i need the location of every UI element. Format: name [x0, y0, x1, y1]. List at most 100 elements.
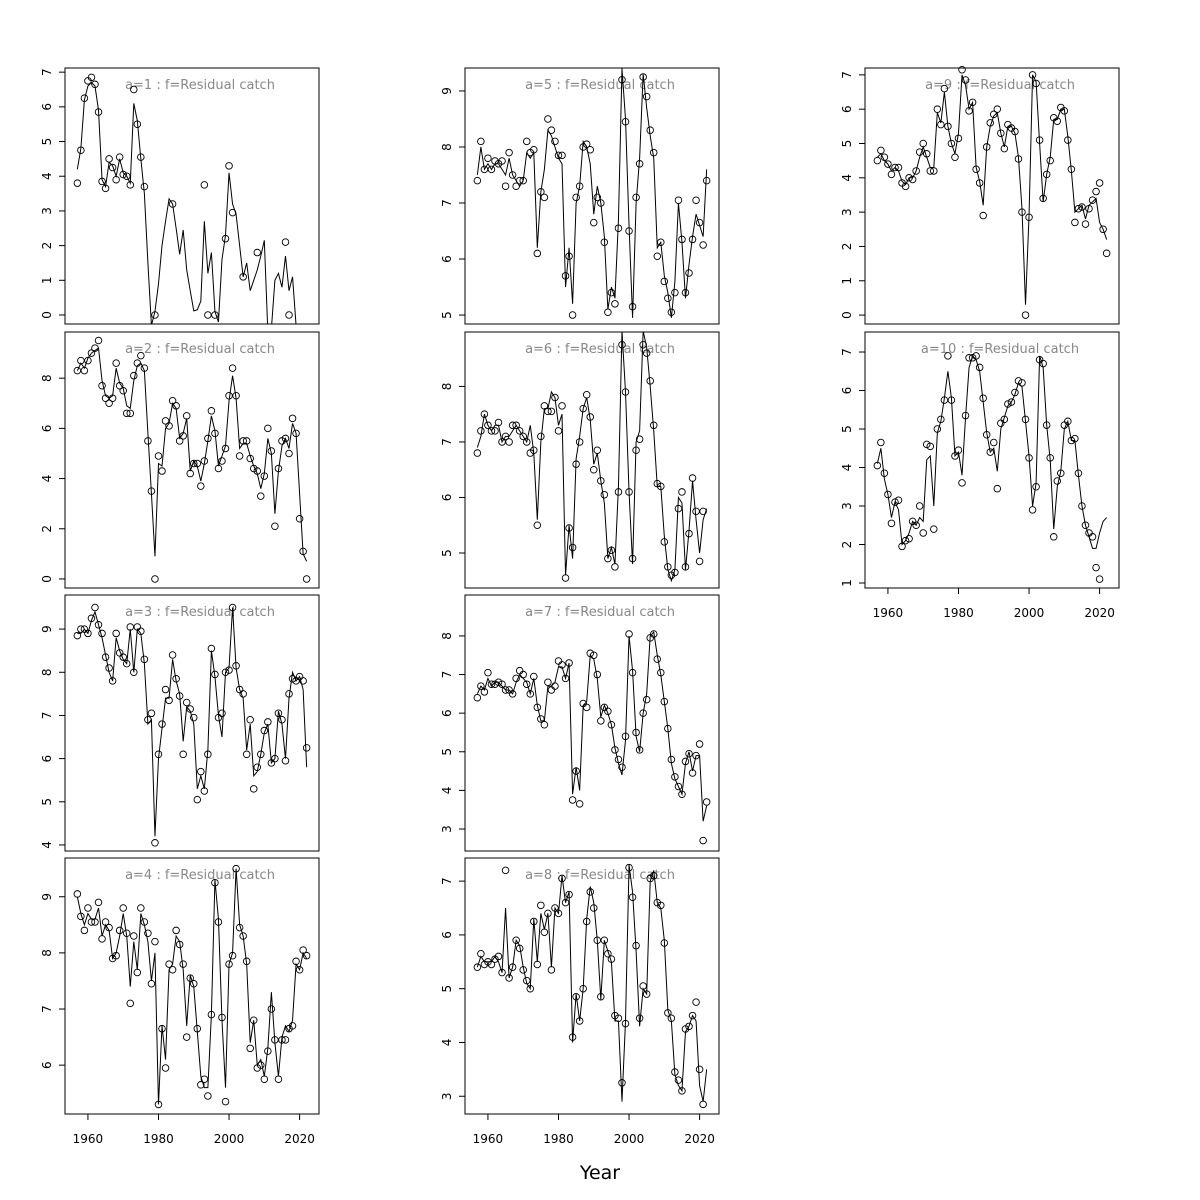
observed-point	[639, 982, 647, 990]
observed-point	[597, 717, 605, 725]
observed-point	[597, 199, 605, 207]
observed-point	[607, 720, 616, 729]
observed-point	[618, 76, 626, 84]
observed-point	[515, 427, 524, 435]
observed-point	[551, 137, 559, 146]
observed-point	[501, 866, 510, 875]
observed-point	[607, 955, 616, 963]
observed-point	[190, 459, 198, 468]
observed-point	[628, 893, 637, 902]
observed-point	[137, 351, 145, 360]
observed-point	[108, 163, 117, 172]
observed-point	[653, 252, 662, 260]
observed-point	[667, 1014, 676, 1023]
observed-point	[586, 413, 594, 421]
observed-point	[1081, 220, 1090, 228]
observed-point	[674, 782, 683, 791]
observed-point	[501, 432, 510, 441]
observed-point	[674, 1076, 683, 1084]
observed-point	[530, 146, 538, 154]
observed-point	[239, 437, 247, 445]
observed-point	[235, 452, 244, 460]
observed-point	[168, 651, 177, 659]
observed-point	[873, 461, 882, 470]
observed-point	[657, 668, 665, 677]
observed-point	[1081, 521, 1090, 530]
observed-point	[204, 1092, 212, 1100]
observed-point	[968, 354, 977, 362]
observed-point	[646, 377, 654, 385]
observed-point	[77, 625, 85, 633]
observed-point	[151, 311, 159, 319]
observed-point	[522, 438, 531, 446]
observed-point	[119, 170, 127, 179]
observed-point	[526, 984, 535, 993]
observed-point	[568, 796, 577, 804]
observed-point	[126, 181, 135, 189]
observed-point	[901, 536, 910, 545]
observed-point	[551, 904, 559, 912]
observed-point	[533, 521, 542, 529]
observed-point	[604, 949, 612, 958]
panel-title: a=7 : f=Residual catch	[525, 605, 675, 620]
observed-point	[505, 974, 513, 982]
observed-point	[922, 440, 931, 449]
observed-point	[544, 909, 552, 918]
observed-point	[1064, 136, 1072, 144]
observed-point	[512, 936, 520, 945]
observed-point	[1014, 155, 1023, 163]
observed-point	[285, 449, 293, 458]
observed-point	[197, 767, 205, 776]
observed-point	[207, 407, 216, 415]
panel-frame	[464, 594, 720, 852]
observed-point	[204, 311, 212, 319]
observed-point	[642, 349, 651, 357]
observed-point	[979, 211, 987, 220]
x-tick-label: 2000	[214, 1132, 245, 1146]
observed-point	[73, 366, 82, 375]
observed-point	[1032, 483, 1040, 491]
observed-point	[1035, 136, 1044, 144]
observed-point	[112, 359, 120, 367]
observed-point	[568, 311, 577, 319]
observed-point	[267, 1005, 276, 1013]
observed-point	[508, 171, 517, 179]
observed-point	[147, 709, 156, 718]
observed-point	[692, 507, 700, 516]
observed-point	[561, 272, 570, 280]
observed-point	[522, 680, 531, 688]
y-tick-label: 3	[40, 207, 54, 215]
observed-point	[944, 352, 952, 360]
observed-point	[919, 139, 927, 148]
observed-point	[98, 935, 106, 943]
observed-point	[590, 651, 598, 659]
observed-point	[285, 690, 293, 698]
observed-point	[597, 993, 605, 1001]
observed-point	[288, 1022, 297, 1030]
observed-point	[621, 732, 630, 741]
observed-point	[533, 249, 542, 258]
observed-point	[133, 120, 142, 128]
observed-point	[568, 1033, 577, 1041]
y-tick-label: 8	[440, 632, 454, 640]
observed-point	[947, 139, 956, 148]
observed-point	[1092, 187, 1100, 196]
observed-point	[547, 407, 556, 416]
observed-point	[649, 148, 658, 157]
observed-point	[954, 446, 963, 454]
observed-point	[625, 488, 633, 496]
observed-point	[302, 951, 311, 960]
observed-point	[688, 235, 697, 244]
observed-point	[664, 563, 672, 571]
observed-point	[926, 442, 935, 451]
observed-point	[884, 490, 892, 499]
observed-point	[491, 427, 499, 435]
observed-point	[232, 864, 240, 873]
observed-point	[1000, 415, 1009, 424]
observed-point	[628, 668, 637, 677]
observed-point	[884, 160, 892, 168]
observed-point	[530, 672, 538, 681]
observed-point	[232, 391, 240, 400]
observed-point	[657, 238, 665, 246]
observed-point	[494, 418, 503, 427]
